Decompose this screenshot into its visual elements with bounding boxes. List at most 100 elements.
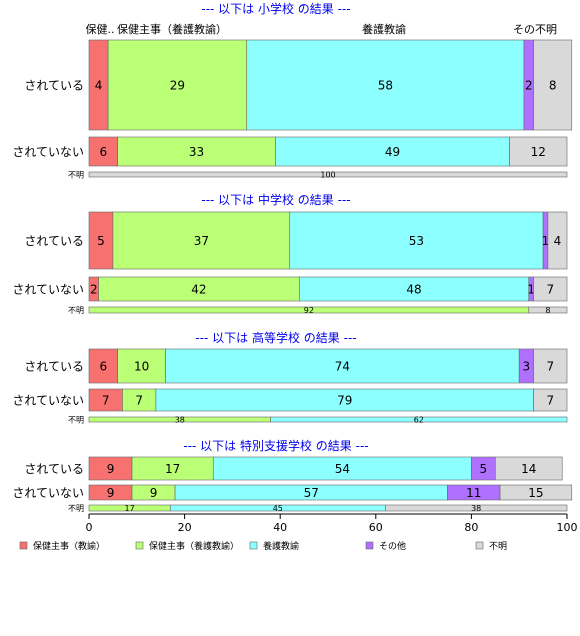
bar-row: されている 5 37 53 1 4 xyxy=(24,211,568,270)
data-label: 8 xyxy=(549,78,557,92)
data-label: 33 xyxy=(189,145,204,159)
data-label: 10 xyxy=(134,359,149,373)
row-label: されている xyxy=(24,79,84,93)
bar-segment-保健主事（養護教諭） xyxy=(107,39,248,131)
bar-segment-養護教諭 xyxy=(246,39,525,131)
data-label: 2 xyxy=(90,282,98,296)
bar-segment-不明 xyxy=(533,348,568,384)
data-label: 7 xyxy=(546,282,554,296)
top-category-label: 保健.. xyxy=(86,22,115,36)
bar-row: されている 6 10 74 3 7 xyxy=(24,348,568,384)
legend-item: 保健主事（教諭） xyxy=(19,540,105,552)
top-category-label: その不明 xyxy=(513,23,557,36)
data-label: 4 xyxy=(95,78,103,92)
data-label: 4 xyxy=(554,234,562,248)
legend-swatch xyxy=(135,541,144,550)
data-label: 7 xyxy=(102,393,110,407)
bar-segment-不明 xyxy=(533,276,568,302)
bar-segment-不明 xyxy=(494,456,563,481)
row-label: 不明 xyxy=(68,416,84,425)
group-heading: --- 以下は 高等学校 の結果 --- xyxy=(195,330,356,345)
data-label: 7 xyxy=(135,393,143,407)
data-label: 14 xyxy=(521,462,536,476)
legend-swatch xyxy=(475,541,484,550)
data-label: 100 xyxy=(320,170,335,179)
x-tick-label: 60 xyxy=(369,521,383,534)
x-tick-label: 0 xyxy=(86,521,93,534)
group-4: --- 以下は 特別支援学校 の結果 --- されている 9 17 54 5 14 されていな… xyxy=(12,438,573,513)
data-label: 2 xyxy=(525,78,533,92)
bar-row: されている 4 29 58 2 8 xyxy=(24,39,573,131)
legend-item: 保健主事（養護教諭） xyxy=(135,540,239,552)
bar-row: されていない 7 7 79 7 xyxy=(12,388,568,412)
top-category-label: 養護教諭 xyxy=(362,22,406,36)
data-label: 54 xyxy=(335,462,350,476)
group-2: --- 以下は 中学校 の結果 --- されている 5 37 53 1 4 されていない 2 42… xyxy=(12,192,568,315)
legend-label: 不明 xyxy=(489,541,507,552)
row-label: されていない xyxy=(12,486,84,500)
data-label: 92 xyxy=(304,306,314,315)
data-label: 9 xyxy=(107,486,115,500)
row-label: されている xyxy=(24,234,84,248)
data-label: 37 xyxy=(194,234,209,248)
data-label: 48 xyxy=(406,282,421,296)
legend-item: 養護教諭 xyxy=(249,540,299,552)
legend-label: 保健主事（養護教諭） xyxy=(149,540,239,552)
data-label: 58 xyxy=(378,78,393,92)
data-label: 17 xyxy=(165,462,180,476)
x-tick-label: 40 xyxy=(273,521,287,534)
x-tick-label: 80 xyxy=(464,521,478,534)
bar-segment-不明 xyxy=(385,504,568,512)
top-category-label: 保健主事（養護教諭） xyxy=(117,22,227,36)
legend-swatch xyxy=(249,541,258,550)
bar-segment-不明 xyxy=(509,136,568,167)
legend-swatch xyxy=(19,541,28,550)
top-category-labels: 保健.. 保健主事（養護教諭） 養護教諭 その不明 xyxy=(86,22,558,36)
data-label: 7 xyxy=(546,359,554,373)
row-label: 不明 xyxy=(68,306,84,315)
bar-segment-養護教諭 xyxy=(165,348,520,384)
data-label: 9 xyxy=(107,462,115,476)
x-tick-label: 100 xyxy=(557,521,578,534)
data-label: 53 xyxy=(409,234,424,248)
data-label: 8 xyxy=(545,306,550,315)
bar-row: されていない 2 42 48 1 7 xyxy=(12,276,568,302)
group-heading: --- 以下は 特別支援学校 の結果 --- xyxy=(183,438,368,453)
row-label: されていない xyxy=(12,283,84,297)
data-label: 1 xyxy=(542,234,550,248)
bar-segment-不明 xyxy=(533,39,573,131)
group-heading: --- 以下は 小学校 の結果 --- xyxy=(201,1,350,16)
data-label: 79 xyxy=(337,393,352,407)
row-label: されていない xyxy=(12,145,84,159)
row-label: されている xyxy=(24,462,84,476)
data-label: 17 xyxy=(125,504,135,513)
x-tick-label: 20 xyxy=(178,521,192,534)
data-label: 6 xyxy=(100,145,108,159)
bar-segment-保健主事（養護教諭） xyxy=(112,211,291,270)
bar-segment-保健主事（養護教諭） xyxy=(117,348,166,384)
legend-label: その他 xyxy=(379,540,406,552)
data-label: 3 xyxy=(523,359,531,373)
data-label: 42 xyxy=(191,282,206,296)
legend-item: 不明 xyxy=(475,541,507,552)
row-label: されていない xyxy=(12,394,84,408)
unknown-row: 不明 17 45 38 xyxy=(68,504,568,513)
bar-segment-養護教諭 xyxy=(270,416,568,423)
data-label: 12 xyxy=(531,145,546,159)
x-axis: 0 20 40 60 80 100 xyxy=(86,513,578,534)
unknown-row: 不明 100 xyxy=(68,170,568,180)
bar-row: されていない 6 33 49 12 xyxy=(12,136,568,167)
group-3: --- 以下は 高等学校 の結果 --- されている 6 10 74 3 7 されていない 7 7… xyxy=(12,330,568,425)
group-heading: --- 以下は 中学校 の結果 --- xyxy=(201,192,350,207)
bar-segment-保健主事（養護教諭） xyxy=(98,276,300,302)
row-label: 不明 xyxy=(68,171,84,180)
data-label: 5 xyxy=(480,462,488,476)
bar-segment-不明 xyxy=(88,171,568,178)
bar-segment-保健主事（養護教諭） xyxy=(117,136,276,167)
legend-swatch xyxy=(365,541,374,550)
data-label: 74 xyxy=(335,359,350,373)
bar-segment-養護教諭 xyxy=(275,136,510,167)
legend-label: 保健主事（教諭） xyxy=(33,540,105,552)
data-label: 5 xyxy=(97,234,105,248)
